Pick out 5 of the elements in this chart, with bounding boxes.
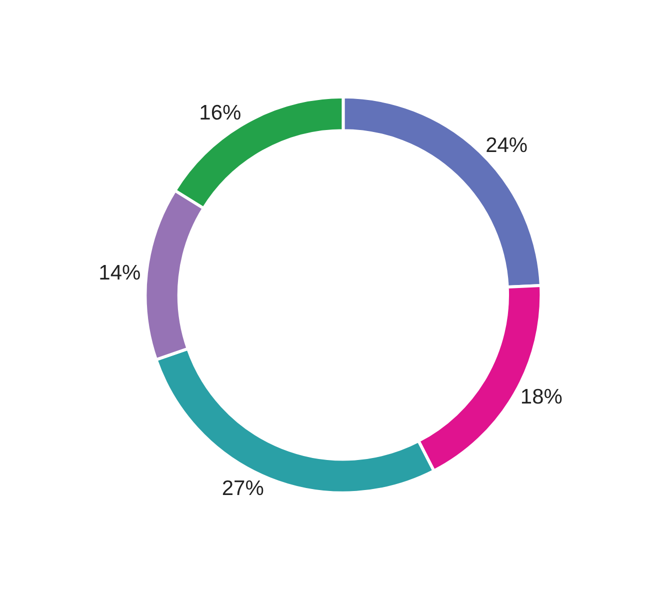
data-label: 18% [520,385,562,408]
data-label: 24% [486,134,528,158]
data-label: 14% [98,261,141,284]
data-label: 27% [222,477,264,500]
data-label: 16% [199,102,242,125]
